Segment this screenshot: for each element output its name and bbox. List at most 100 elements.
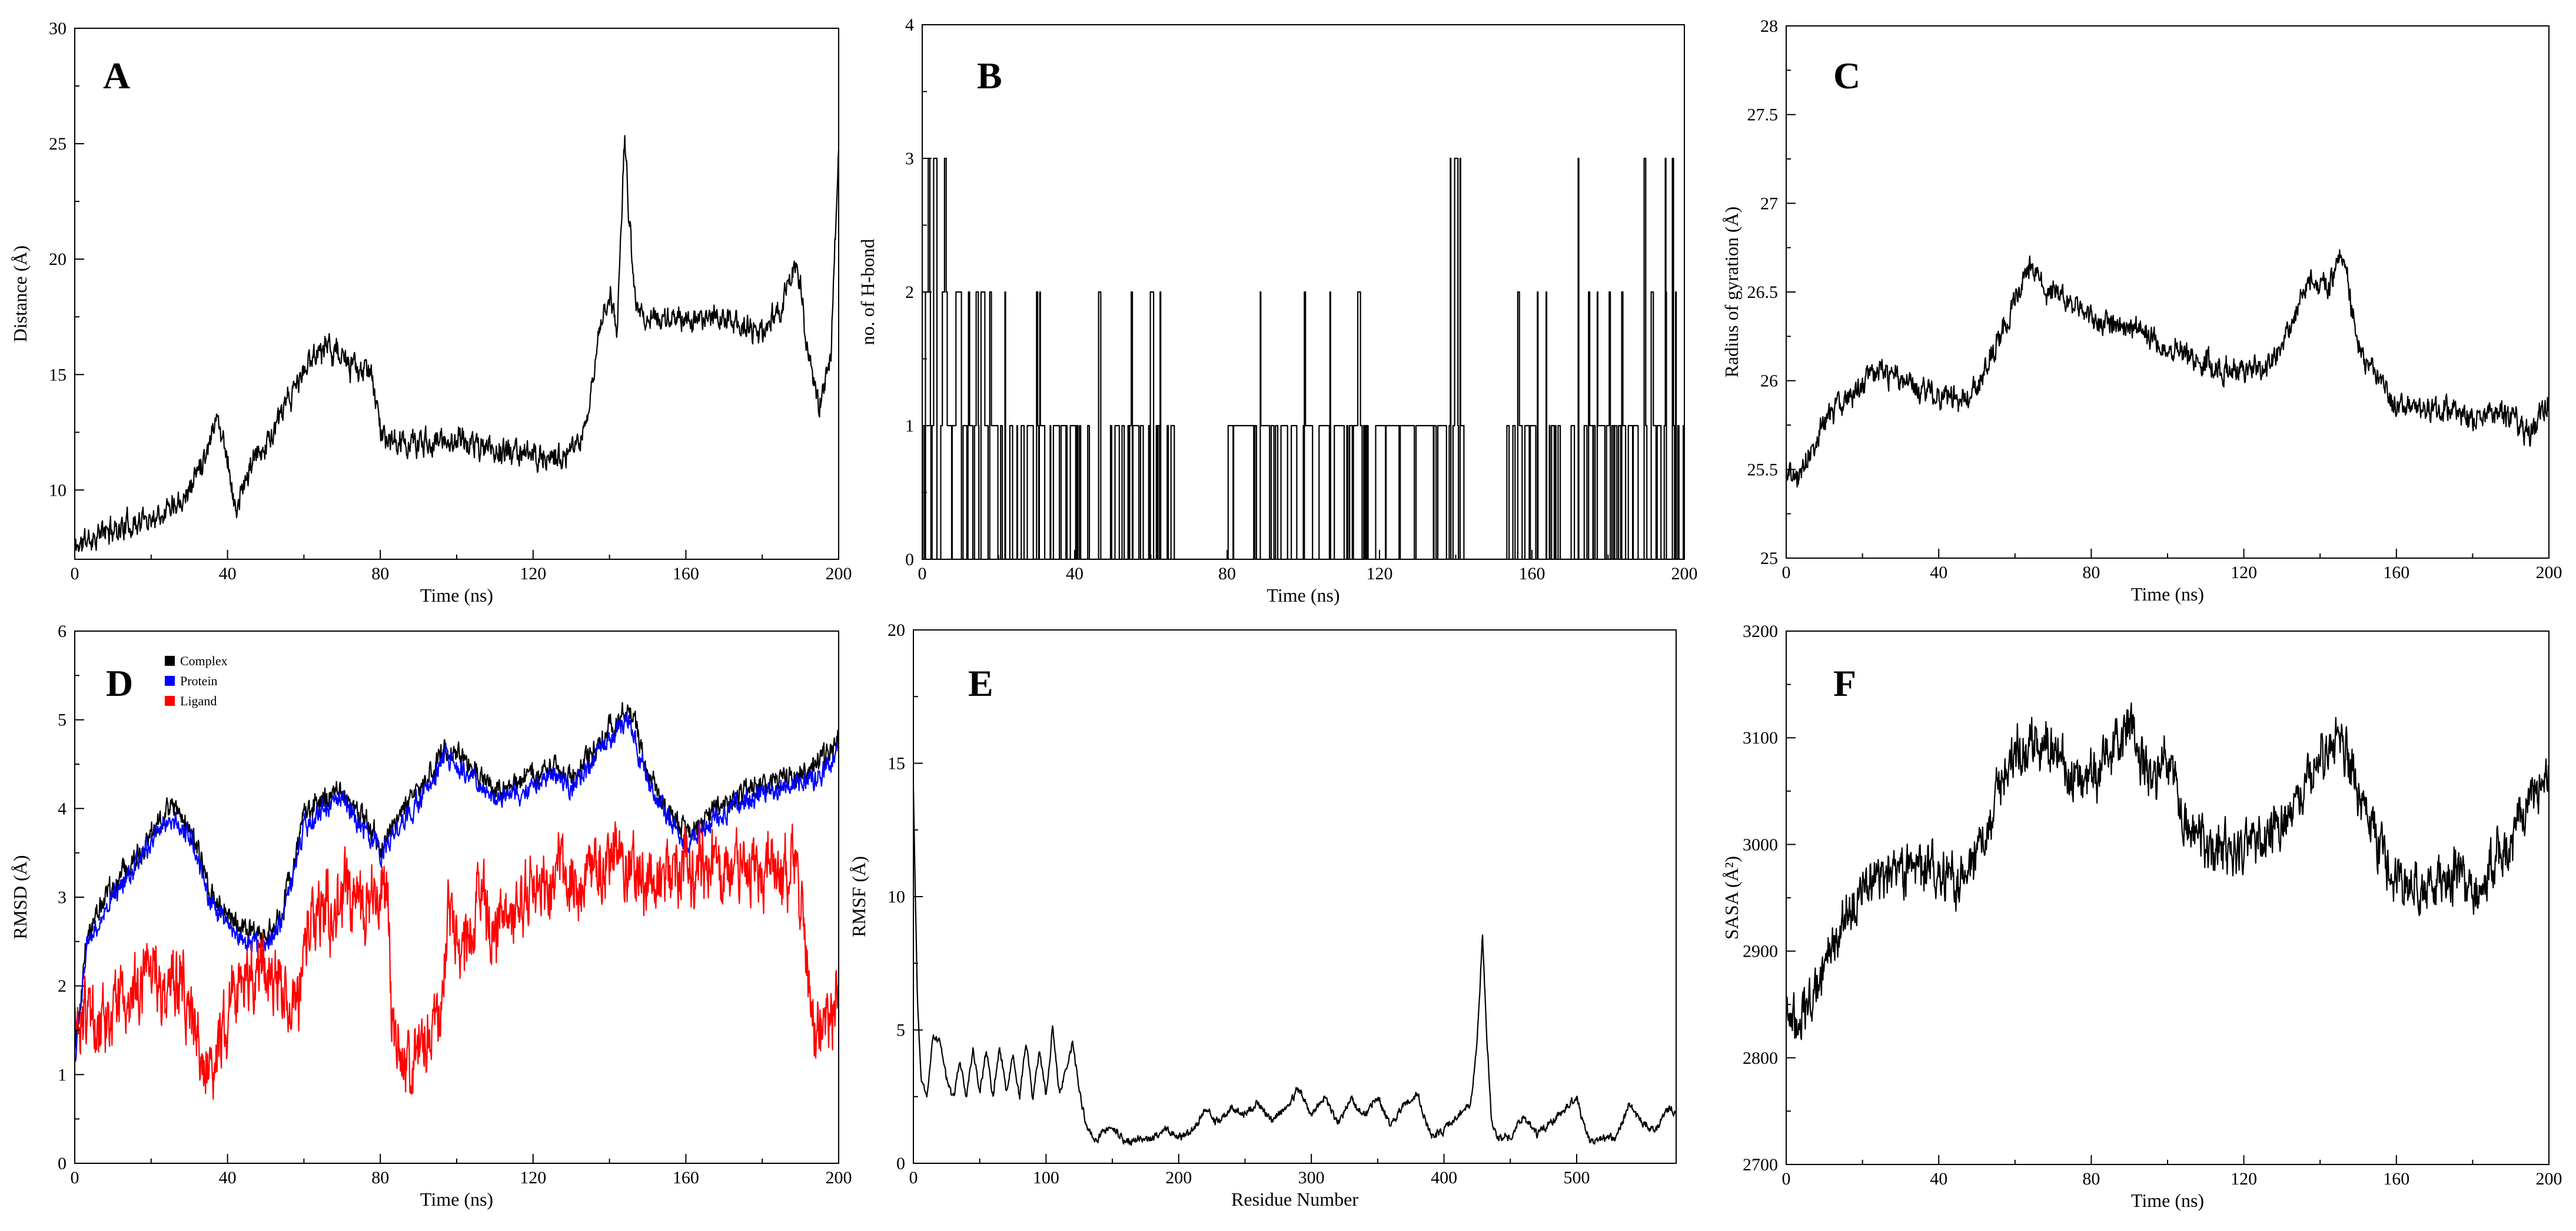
x-axis-label: Time (ns)	[420, 585, 493, 606]
y-tick-label: 2	[905, 283, 914, 302]
x-tick-label: 0	[71, 1168, 79, 1187]
x-tick-label: 160	[673, 564, 699, 583]
y-axis-label: SASA (Å²)	[1721, 856, 1742, 940]
y-tick-label: 2800	[1743, 1048, 1778, 1068]
y-tick-label: 20	[49, 250, 67, 269]
series-protein	[75, 712, 839, 1063]
series-h-bonds	[922, 157, 1684, 559]
chart-d: 0 40 80 120 160 200 0 1 2 3 4 5 6 Time (ns) RMSD (Å)	[9, 622, 852, 1210]
y-tick-label: 26	[1760, 371, 1778, 391]
x-tick-label: 40	[219, 1168, 237, 1187]
x-tick-label: 160	[2383, 1169, 2409, 1189]
plot-frame	[1786, 25, 2550, 559]
y-tick-label: 28	[1760, 16, 1778, 36]
y-tick-label: 25	[1760, 549, 1778, 568]
y-tick-label: 25.5	[1747, 460, 1779, 479]
x-tick-label: 80	[371, 564, 389, 583]
x-tick-label: 120	[520, 564, 546, 583]
x-tick-label: 200	[2536, 563, 2562, 582]
x-axis-label: Time (ns)	[2131, 1190, 2204, 1211]
x-tick-label: 200	[2536, 1169, 2562, 1189]
x-axis-label: Time (ns)	[420, 1189, 493, 1210]
plot-frame	[913, 629, 1677, 1164]
y-tick-label: 1	[905, 416, 914, 436]
y-tick-label: 20	[888, 621, 905, 640]
y-tick-label: 6	[58, 622, 67, 641]
x-tick-label: 80	[371, 1168, 389, 1187]
panel-label: D	[106, 662, 133, 704]
x-axis-label: Residue Number	[1231, 1189, 1358, 1210]
panel-e: E	[968, 662, 993, 704]
panel-label: B	[977, 55, 1002, 97]
panel-d: D Complex Protein Ligand	[106, 653, 228, 708]
series-complex	[75, 702, 839, 1051]
y-tick-label: 1	[58, 1065, 67, 1084]
series-ligand	[75, 821, 839, 1100]
x-tick-label: 0	[909, 1168, 918, 1187]
x-tick-label: 120	[2231, 1169, 2257, 1189]
y-tick-label: 3	[905, 149, 914, 168]
legend-swatch-ligand	[165, 696, 175, 706]
y-tick-label: 0	[905, 550, 914, 569]
x-tick-label: 80	[2082, 563, 2100, 582]
legend-label: Ligand	[180, 694, 217, 708]
y-tick-label: 3100	[1743, 728, 1778, 748]
x-tick-label: 120	[2231, 563, 2257, 582]
series-rmsf	[913, 789, 1676, 1146]
legend: Complex Protein Ligand	[165, 653, 228, 708]
y-tick-label: 27	[1760, 194, 1778, 213]
x-tick-label: 0	[1782, 563, 1791, 582]
x-tick-label: 80	[1218, 564, 1236, 583]
x-tick-label: 120	[520, 1168, 546, 1187]
x-tick-label: 80	[2082, 1169, 2100, 1189]
chart-e: 0 100 200 300 400 500 0 5 10 15 20 Residue Number RM…	[848, 621, 1677, 1210]
chart-f: 0 40 80 120 160 200 2700 2800 2900 3000 3100 3200 Ti…	[1721, 622, 2562, 1211]
legend-swatch-protein	[165, 676, 175, 686]
y-tick-label: 4	[58, 799, 67, 818]
x-tick-label: 0	[1782, 1169, 1791, 1189]
x-tick-label: 0	[918, 564, 927, 583]
y-tick-label: 25	[49, 134, 67, 154]
y-tick-label: 27.5	[1747, 105, 1779, 125]
y-tick-label: 15	[888, 754, 905, 774]
legend-label: Protein	[180, 673, 218, 688]
y-tick-label: 5	[896, 1021, 905, 1040]
panel-label: A	[103, 55, 130, 97]
chart-c: 0 40 80 120 160 200 25 25.5 26 26.5 27 27.5 28 Time (…	[1721, 16, 2562, 605]
chart-b: 0 40 80 120 160 200 0 1 2 3 4 Time (ns) no. of H-bon…	[857, 15, 1698, 606]
panel-label: C	[1833, 55, 1860, 97]
x-tick-label: 40	[1930, 563, 1947, 582]
x-tick-label: 500	[1563, 1168, 1590, 1187]
panel-label: E	[968, 662, 993, 704]
x-axis-label: Time (ns)	[2131, 583, 2204, 605]
series-rg	[1786, 249, 2549, 488]
legend-label: Complex	[180, 653, 228, 668]
x-tick-label: 40	[219, 564, 237, 583]
x-tick-label: 200	[1165, 1168, 1192, 1187]
legend-swatch-complex	[165, 656, 175, 666]
x-tick-label: 160	[1519, 564, 1545, 583]
plot-frame	[74, 631, 839, 1164]
x-axis-label: Time (ns)	[1267, 585, 1339, 606]
x-tick-label: 400	[1431, 1168, 1457, 1187]
y-axis-label: Radius of gyration (Å)	[1721, 207, 1742, 378]
y-tick-label: 0	[896, 1154, 905, 1173]
x-tick-label: 200	[826, 1168, 852, 1187]
x-tick-label: 120	[1367, 564, 1393, 583]
y-tick-label: 2900	[1743, 942, 1778, 961]
y-tick-label: 15	[49, 365, 67, 384]
y-axis-label: RMSF (Å)	[848, 856, 869, 937]
x-tick-label: 160	[673, 1168, 699, 1187]
x-tick-label: 40	[1066, 564, 1083, 583]
x-tick-label: 200	[1671, 564, 1698, 583]
panel-c: C	[1833, 55, 1860, 97]
y-tick-label: 10	[49, 480, 67, 500]
y-tick-label: 3	[58, 888, 67, 907]
chart-a: 0 40 80 120 160 200 10 15 20 25 30 Time (ns) Distanc…	[9, 19, 852, 606]
x-tick-label: 40	[1930, 1169, 1947, 1189]
y-axis-label: RMSD (Å)	[9, 855, 31, 939]
series-distance	[75, 135, 839, 552]
y-tick-label: 2700	[1743, 1155, 1778, 1174]
x-tick-label: 100	[1033, 1168, 1059, 1187]
